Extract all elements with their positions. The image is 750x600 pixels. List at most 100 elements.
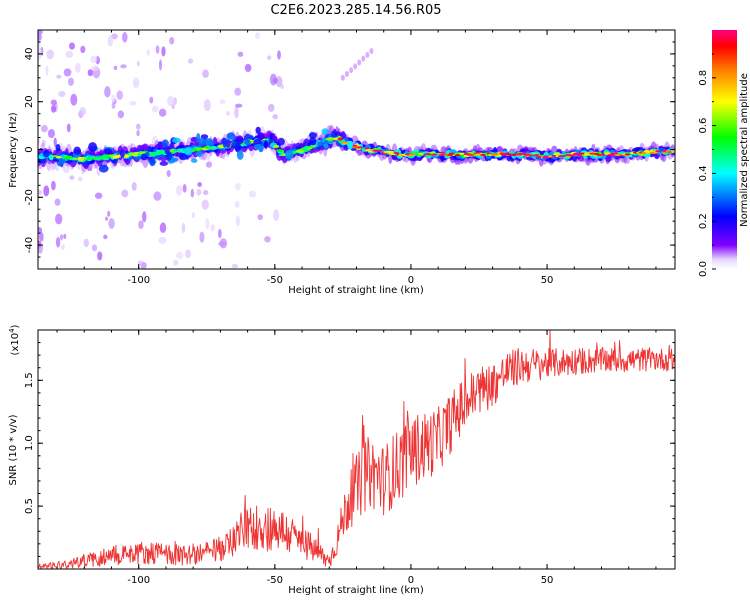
spectrogram-noise-cell (254, 32, 261, 40)
spectrogram-cell (58, 158, 67, 164)
spectrogram-cell (72, 157, 78, 161)
snr-ylabel: SNR (10 * v/v) (8, 414, 19, 485)
spectrogram-noise-cell (205, 161, 213, 168)
spectrogram-noise-cell (132, 77, 140, 89)
spectrogram-cell (277, 137, 285, 146)
spectrogram-cell (149, 159, 156, 167)
spectrogram-noise-cell (61, 243, 65, 251)
spectrogram-noise-cell (122, 31, 128, 43)
spectrogram-noise-cell (79, 106, 87, 116)
spectrogram-noise-cell (38, 189, 43, 196)
spectrogram-cell (253, 143, 263, 150)
spectrogram-cell (284, 146, 291, 151)
spectrogram-cell (191, 158, 198, 163)
spectrogram-cell (448, 152, 455, 155)
spectrogram-noise-cell (104, 216, 108, 221)
spectrogram-cell (243, 134, 254, 140)
snr-background (38, 330, 675, 569)
spectrogram-cell (480, 154, 486, 157)
spectrogram-cell (172, 137, 181, 144)
spectrogram-cell (423, 153, 432, 156)
spectrogram-noise-cell (116, 90, 123, 100)
snr-ytick-label: 0.5 (24, 498, 35, 514)
spectrogram-noise-cell (38, 243, 43, 254)
spectrogram-cell (285, 149, 294, 160)
spectrogram-noise-cell (234, 87, 242, 96)
spectrogram-cell (244, 139, 251, 146)
spectrogram-noise-cell (91, 244, 98, 252)
spectrogram-cell (385, 150, 394, 153)
colorbar: 0.0 0.2 0.4 0.6 0.8 Normalized spectral ampl… (698, 30, 750, 277)
spectrogram-noise-cell (120, 64, 127, 69)
spectrogram-noise-cell (74, 62, 81, 73)
spectrogram-cell (154, 151, 162, 156)
spectrogram-cell (128, 152, 136, 156)
spectrogram-noise-cell (190, 188, 195, 198)
spectrogram-cell (317, 141, 325, 147)
spectrogram-noise-cell (55, 236, 61, 248)
spectrogram-cell (600, 153, 606, 156)
spectrogram-noise-cell (51, 180, 56, 191)
spectrogram-cell (527, 153, 533, 156)
snr-ytick-label: 1.5 (24, 372, 35, 388)
spectrogram-noise-cell (159, 222, 167, 234)
spectrogram-cell (271, 135, 278, 142)
spectrogram-noise-cell (202, 190, 209, 196)
spectrogram-noise-cell (138, 220, 144, 229)
spectrogram-cell (38, 156, 46, 160)
spectrogram-noise-cell (108, 218, 115, 229)
spectrogram-noise-cell (353, 63, 358, 70)
spectrogram-cell (103, 154, 111, 158)
spectrogram-cell (356, 146, 363, 149)
spectrogram-noise-cell (62, 165, 70, 174)
spectrogram-noise-cell (272, 77, 278, 84)
spectrogram-noise-cell (235, 215, 240, 227)
spectrogram-noise-cell (107, 35, 114, 47)
spectrogram-noise-cell (77, 176, 83, 182)
spectrogram-cell (343, 142, 349, 145)
spectrogram-noise-cell (234, 183, 241, 191)
spectrogram-cell (161, 139, 169, 148)
spectrogram-cell (103, 148, 112, 155)
spectrogram-noise-cell (231, 263, 239, 269)
spectrogram-cell (200, 134, 209, 140)
spectrogram-noise-cell (111, 94, 116, 103)
spectrogram-noise-cell (369, 48, 374, 55)
spectrogram-cell (310, 145, 317, 148)
spectrogram-noise-cell (264, 236, 271, 243)
spectrogram-cell (73, 146, 82, 155)
spectrogram-noise-cell (83, 238, 89, 248)
spectrogram-noise-cell (176, 185, 183, 196)
spectrogram-noise-cell (66, 123, 71, 133)
spectrogram-noise-cell (276, 76, 283, 88)
spectrogram-cell (80, 156, 86, 160)
spectrogram-noise-cell (273, 209, 280, 222)
spectrogram-noise-cell (158, 59, 163, 71)
spectrogram-noise-cell (184, 249, 191, 259)
spectrogram-ytick-label: -20 (24, 189, 35, 205)
figure-title: C2E6.2023.285.14.56.R05 (270, 3, 441, 18)
spectrogram-noise-cell (135, 123, 141, 130)
spectrogram-noise-cell (137, 260, 143, 266)
spectrogram-cell (257, 132, 265, 141)
spectrogram-noise-cell (161, 46, 166, 57)
snr-xtick-label: 50 (541, 575, 554, 586)
snr-panel: -100 -50 0 50 0.5 1.0 1.5 Height of straight l… (8, 324, 676, 596)
spectrogram-cell (303, 146, 310, 151)
spectrogram-cell (184, 146, 193, 156)
spectrogram-cell (321, 128, 329, 135)
spectrogram-xtick-label: 50 (541, 275, 554, 286)
spectrogram-cell (231, 141, 240, 149)
spectrogram-cell (145, 151, 150, 157)
spectrogram-noise-cell (40, 124, 48, 133)
spectrogram-noise-cell (56, 74, 62, 79)
spectrogram-cell (558, 155, 566, 158)
spectrogram-cell (332, 137, 340, 141)
spectrogram-noise-cell (158, 236, 167, 245)
spectrogram-cell (596, 153, 602, 156)
spectrogram-noise-cell (169, 37, 175, 45)
spectrogram-cell (352, 144, 358, 147)
spectrogram-noise-cell (142, 211, 147, 223)
spectrogram-noise-cell (129, 101, 137, 106)
